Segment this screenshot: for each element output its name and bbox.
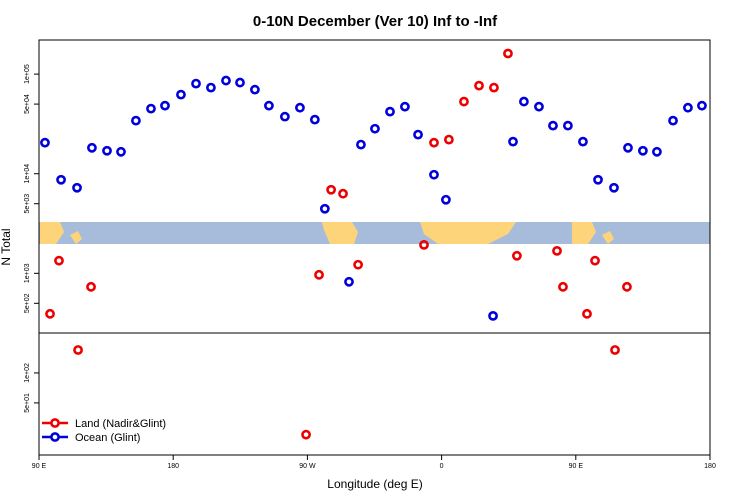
point	[683, 102, 693, 113]
point	[116, 146, 126, 157]
point	[326, 184, 337, 195]
point	[191, 78, 201, 89]
x-tick-label: 180	[704, 463, 716, 470]
point	[508, 136, 518, 147]
y-tick-label: 1e+02	[24, 363, 31, 383]
point	[400, 101, 410, 112]
point	[102, 145, 112, 156]
point	[45, 308, 55, 319]
chart-title: 0-10N December (Ver 10) Inf to -Inf	[253, 13, 498, 30]
point	[385, 106, 395, 117]
point	[250, 84, 260, 95]
point	[441, 194, 451, 205]
point	[697, 100, 707, 111]
point	[131, 115, 141, 126]
point	[503, 48, 513, 59]
point	[86, 281, 96, 292]
point	[54, 255, 64, 266]
point	[413, 129, 423, 140]
point	[578, 136, 588, 147]
point	[309, 114, 320, 125]
y-tick-label: 1e+04	[24, 164, 31, 184]
point	[353, 259, 363, 270]
point	[593, 174, 603, 185]
point	[558, 281, 568, 292]
point	[206, 82, 216, 93]
y-tick-label: 1e+03	[24, 263, 31, 283]
point	[444, 134, 454, 145]
point	[623, 142, 633, 153]
plot-frame	[38, 39, 711, 456]
legend-marker	[50, 432, 60, 442]
point	[582, 308, 592, 319]
point	[370, 123, 380, 134]
x-tick-label: 0	[440, 463, 444, 470]
point	[562, 120, 573, 131]
y-axis-label: N Total	[0, 228, 13, 265]
point	[235, 77, 245, 88]
point	[519, 96, 529, 107]
y-tick-label: 5e+01	[24, 393, 31, 413]
legend-label: Ocean (Glint)	[75, 432, 140, 444]
point	[534, 101, 544, 112]
point	[512, 250, 522, 261]
point	[160, 100, 170, 111]
point	[356, 139, 366, 150]
point	[295, 102, 305, 113]
map-band	[39, 222, 710, 244]
point	[610, 345, 620, 355]
point	[609, 182, 619, 193]
point	[279, 111, 290, 122]
point	[548, 120, 558, 131]
x-tick-label: 90 E	[569, 463, 584, 470]
y-tick-label: 1e+05	[24, 64, 31, 84]
point	[301, 429, 311, 440]
point	[489, 82, 499, 93]
point	[622, 281, 632, 292]
point	[652, 146, 662, 157]
point	[488, 310, 498, 321]
point	[590, 255, 600, 266]
point	[419, 239, 429, 250]
x-axis-label: Longitude (deg E)	[327, 477, 422, 491]
y-tick-label: 5e+02	[24, 293, 31, 313]
point	[314, 269, 324, 280]
point	[221, 75, 231, 86]
map-land	[40, 222, 614, 244]
point	[146, 103, 156, 114]
point	[176, 89, 186, 100]
point	[668, 115, 678, 126]
point	[338, 188, 348, 199]
point	[429, 137, 439, 148]
point	[319, 203, 330, 214]
y-tick-label: 5e+03	[24, 194, 31, 214]
point	[638, 145, 648, 156]
point	[344, 276, 354, 287]
point	[87, 142, 97, 153]
y-tick-label: 5e+04	[24, 94, 31, 114]
legend-marker	[50, 418, 60, 428]
point	[264, 100, 274, 111]
legend-label: Land (Nadir&Glint)	[75, 418, 166, 430]
x-tick-label: 90 E	[32, 463, 47, 470]
x-tick-label: 90 W	[299, 463, 316, 470]
point	[56, 174, 66, 185]
point	[474, 80, 484, 91]
point	[72, 182, 82, 193]
point	[429, 169, 439, 180]
point	[40, 137, 50, 148]
point	[552, 245, 562, 256]
x-tick-label: 180	[167, 463, 179, 470]
point	[73, 345, 83, 355]
point	[459, 96, 469, 107]
